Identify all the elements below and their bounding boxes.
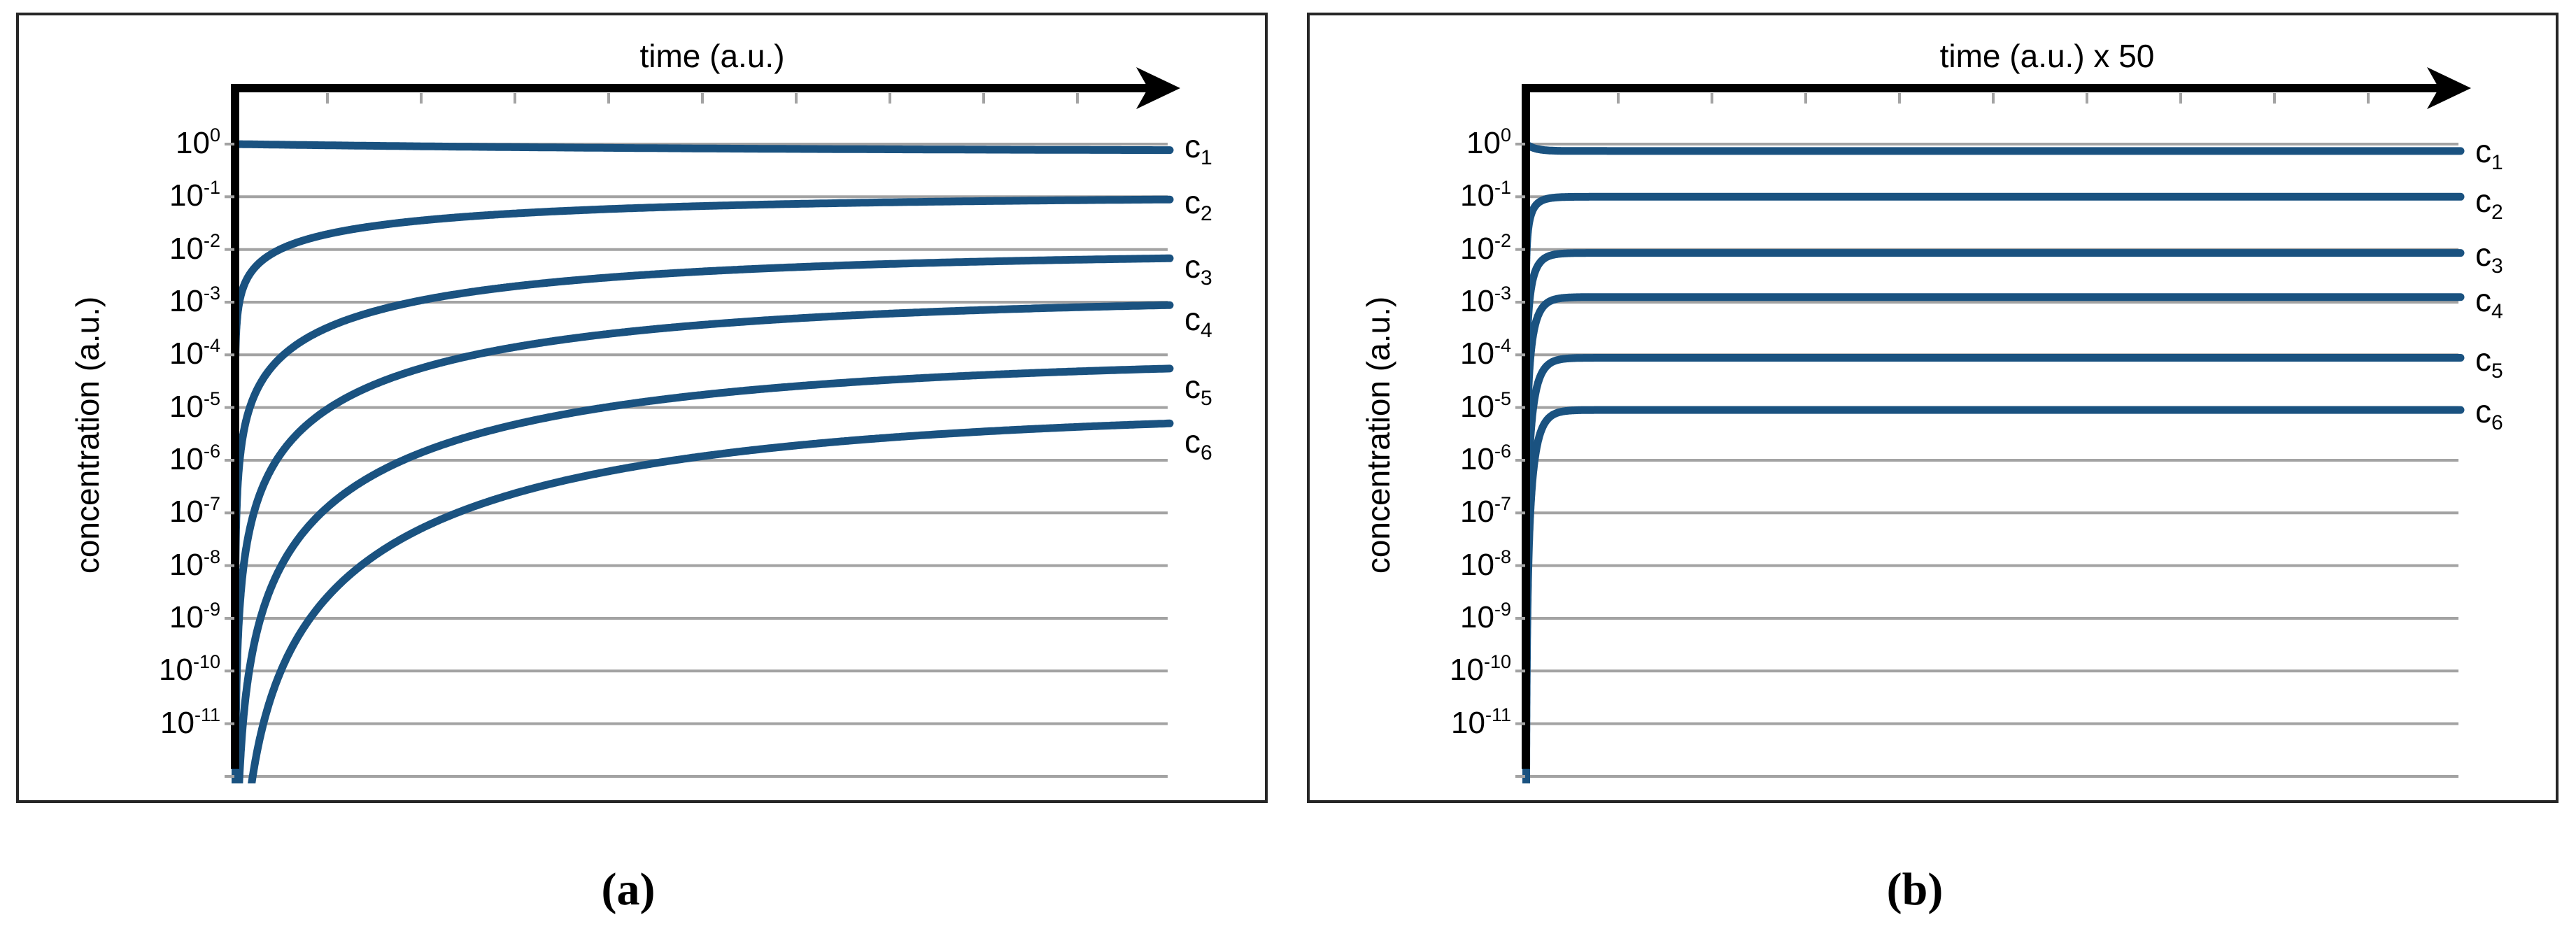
y-tick-label-1e-9: 10-9 xyxy=(169,598,220,634)
y-tick-label-1e-6: 10-6 xyxy=(1460,440,1511,476)
curve-label-c2: c2 xyxy=(1184,184,1212,226)
x-axis-title: time (a.u.) x 50 xyxy=(1939,38,2155,74)
y-tick-label-1e-2: 10-2 xyxy=(169,229,220,266)
gridlines xyxy=(235,143,1168,778)
axis-ticks xyxy=(225,93,1079,778)
plot-area: 100 10-1 10-2 10-3 10-4 10-5 10-6 10-7 10-8 10-9 1… xyxy=(1310,15,2556,800)
curve-label-c1: c1 xyxy=(1184,127,1212,169)
y-tick-label-1e-2: 10-2 xyxy=(1460,229,1511,266)
curve-label-c5: c5 xyxy=(2475,341,2503,383)
curve-label-c1: c1 xyxy=(2475,132,2503,174)
chart-panel-a: time (a.u.) concentration (a.u.) 100 10-1… xyxy=(16,13,1268,803)
chart-svg xyxy=(225,67,1180,783)
curve-c6 xyxy=(248,419,1174,783)
y-tick-label-1e-11: 10-11 xyxy=(160,704,220,740)
x-axis-arrowhead xyxy=(1136,67,1180,109)
caption-b: (b) xyxy=(1886,864,1944,915)
curve-c1 xyxy=(232,140,1174,155)
curve-label-c5: c5 xyxy=(1184,368,1212,410)
curve-label-c4: c4 xyxy=(2475,281,2503,323)
curve-label-c3: c3 xyxy=(2475,236,2503,278)
curve-c5 xyxy=(235,364,1174,783)
curve-c6 xyxy=(1522,406,2465,783)
curve-label-c6: c6 xyxy=(2475,393,2503,435)
y-tick-label-1e-4: 10-4 xyxy=(1460,335,1511,371)
y-tick-label-1e0: 100 xyxy=(176,125,220,160)
curve-c2 xyxy=(1522,192,2465,783)
y-tick-label-1e-9: 10-9 xyxy=(1460,598,1511,634)
curve-c3 xyxy=(1522,249,2465,783)
chart-panel-b: time (a.u.) x 50 concentration (a.u.) 10… xyxy=(1307,13,2559,803)
curve-c3 xyxy=(232,254,1174,783)
curve-c5 xyxy=(1522,354,2465,783)
curve-c4 xyxy=(232,301,1174,783)
y-tick-label-1e-10: 10-10 xyxy=(159,651,220,688)
curve-label-c2: c2 xyxy=(2475,183,2503,225)
y-tick-label-1e-7: 10-7 xyxy=(169,493,220,530)
y-tick-label-1e-1: 10-1 xyxy=(169,177,220,213)
y-tick-label-1e-11: 10-11 xyxy=(1451,704,1511,740)
y-tick-label-1e-3: 10-3 xyxy=(1460,282,1511,318)
y-tick-label-1e-4: 10-4 xyxy=(169,335,220,371)
curve-c1 xyxy=(1522,140,2465,155)
y-tick-label-1e-10: 10-10 xyxy=(1450,651,1511,688)
curves xyxy=(232,140,1174,783)
curve-label-c4: c4 xyxy=(1184,301,1212,343)
curves xyxy=(1522,140,2465,783)
y-tick-label-1e-3: 10-3 xyxy=(169,282,220,318)
caption-a: (a) xyxy=(601,864,656,915)
curve-c2 xyxy=(232,195,1174,783)
y-tick-label-1e-5: 10-5 xyxy=(169,388,220,424)
y-tick-label-1e0: 100 xyxy=(1466,125,1511,160)
x-axis-arrowhead xyxy=(2427,67,2471,109)
curve-label-c3: c3 xyxy=(1184,248,1212,290)
y-tick-label-1e-6: 10-6 xyxy=(169,440,220,476)
y-tick-label-1e-1: 10-1 xyxy=(1460,177,1511,213)
y-tick-label-1e-5: 10-5 xyxy=(1460,388,1511,424)
plot-area: 100 10-1 10-2 10-3 10-4 10-5 10-6 10-7 10-8 10-9 1… xyxy=(19,15,1265,800)
axis-ticks xyxy=(1515,93,2370,778)
y-tick-label-1e-8: 10-8 xyxy=(1460,546,1511,582)
x-axis-title: time (a.u.) xyxy=(639,38,785,74)
y-tick-label-1e-7: 10-7 xyxy=(1460,493,1511,530)
y-tick-label-1e-8: 10-8 xyxy=(169,546,220,582)
chart-svg xyxy=(1515,67,2471,783)
curve-label-c6: c6 xyxy=(1184,423,1212,465)
gridlines xyxy=(1526,143,2458,778)
